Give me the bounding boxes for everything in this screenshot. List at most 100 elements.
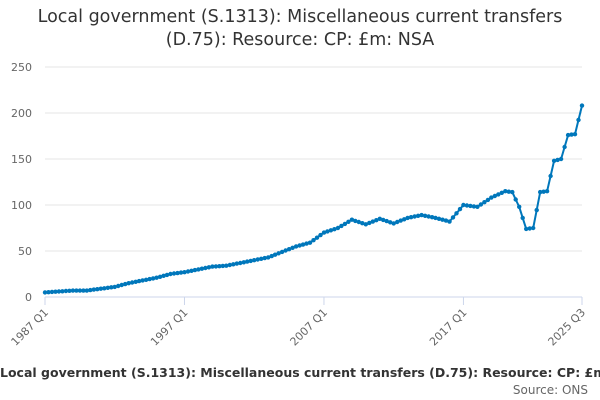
data-point[interactable] [482,200,487,205]
data-point[interactable] [105,285,111,290]
data-point[interactable] [576,117,581,123]
data-point[interactable] [112,284,117,290]
data-point[interactable] [503,189,508,194]
data-point[interactable] [517,204,522,209]
data-point[interactable] [468,203,473,209]
data-point[interactable] [130,280,135,285]
data-point[interactable] [415,213,421,218]
data-point[interactable] [492,193,497,199]
data-point[interactable] [374,218,379,223]
data-point[interactable] [307,240,313,245]
data-point[interactable] [562,144,567,150]
data-point[interactable] [56,289,62,294]
data-point[interactable] [269,253,274,259]
data-point[interactable] [84,288,90,293]
data-point[interactable] [143,277,149,282]
data-point[interactable] [325,229,330,234]
data-point[interactable] [220,263,225,269]
data-point[interactable] [551,158,557,163]
data-point[interactable] [164,272,170,278]
data-point[interactable] [248,258,253,264]
data-point[interactable] [363,222,368,227]
data-point[interactable] [565,132,571,138]
data-point[interactable] [116,283,121,289]
data-point[interactable] [182,270,187,275]
data-point[interactable] [70,288,76,293]
data-point[interactable] [328,228,334,233]
data-point[interactable] [429,215,435,220]
data-point[interactable] [95,287,100,292]
data-point[interactable] [555,157,560,163]
data-point[interactable] [210,264,215,269]
data-point[interactable] [81,288,86,293]
data-point[interactable] [443,218,449,223]
data-point[interactable] [53,289,58,294]
data-point[interactable] [262,255,267,261]
data-point[interactable] [206,265,212,270]
data-point[interactable] [391,221,396,226]
data-point[interactable] [461,202,466,208]
data-point[interactable] [293,244,299,249]
data-point[interactable] [527,226,532,231]
data-point[interactable] [46,290,51,295]
data-point[interactable] [304,241,309,246]
data-point[interactable] [133,279,138,284]
data-point[interactable] [569,132,574,137]
data-point[interactable] [245,259,250,264]
data-point[interactable] [123,281,128,287]
data-point[interactable] [88,287,93,293]
data-point[interactable] [252,258,257,263]
data-point[interactable] [300,242,306,247]
data-point[interactable] [290,245,295,250]
data-point[interactable] [161,273,166,278]
data-point[interactable] [349,217,355,222]
data-point[interactable] [426,214,431,219]
data-point[interactable] [136,278,142,284]
data-point[interactable] [266,255,271,260]
data-point[interactable] [157,274,163,279]
data-point[interactable] [572,132,578,137]
data-point[interactable] [196,267,201,272]
data-point[interactable] [579,103,585,108]
data-point[interactable] [534,207,539,213]
data-point[interactable] [524,226,529,232]
data-point[interactable] [154,275,159,280]
data-point[interactable] [339,223,344,229]
data-point[interactable] [447,219,452,224]
data-point[interactable] [381,217,386,223]
data-point[interactable] [171,271,177,276]
data-point[interactable] [332,227,337,232]
data-point[interactable] [60,289,65,294]
data-point[interactable] [360,221,365,226]
data-point[interactable] [440,217,445,222]
data-point[interactable] [531,225,536,231]
data-point[interactable] [433,215,438,221]
data-point[interactable] [464,203,470,208]
data-point[interactable] [405,215,410,221]
data-point[interactable] [102,286,107,291]
data-point[interactable] [510,189,515,195]
data-point[interactable] [150,276,156,281]
data-point[interactable] [119,282,124,288]
data-point[interactable] [496,192,501,197]
data-point[interactable] [276,251,281,256]
data-point[interactable] [279,249,285,255]
data-point[interactable] [408,215,414,220]
data-point[interactable] [217,264,222,269]
data-point[interactable] [395,219,400,225]
data-point[interactable] [513,197,518,202]
data-point[interactable] [255,257,260,262]
data-point[interactable] [77,288,83,293]
data-point[interactable] [356,219,361,225]
data-point[interactable] [314,235,320,240]
data-point[interactable] [63,288,69,294]
data-point[interactable] [259,256,264,261]
data-point[interactable] [520,215,525,221]
data-point[interactable] [67,288,72,293]
data-point[interactable] [283,248,288,253]
legend-item[interactable]: Local government (S.1313): Miscellaneous… [0,365,600,380]
data-point[interactable] [224,263,229,268]
data-point[interactable] [213,264,219,269]
data-point[interactable] [234,261,239,266]
data-point[interactable] [98,286,104,291]
